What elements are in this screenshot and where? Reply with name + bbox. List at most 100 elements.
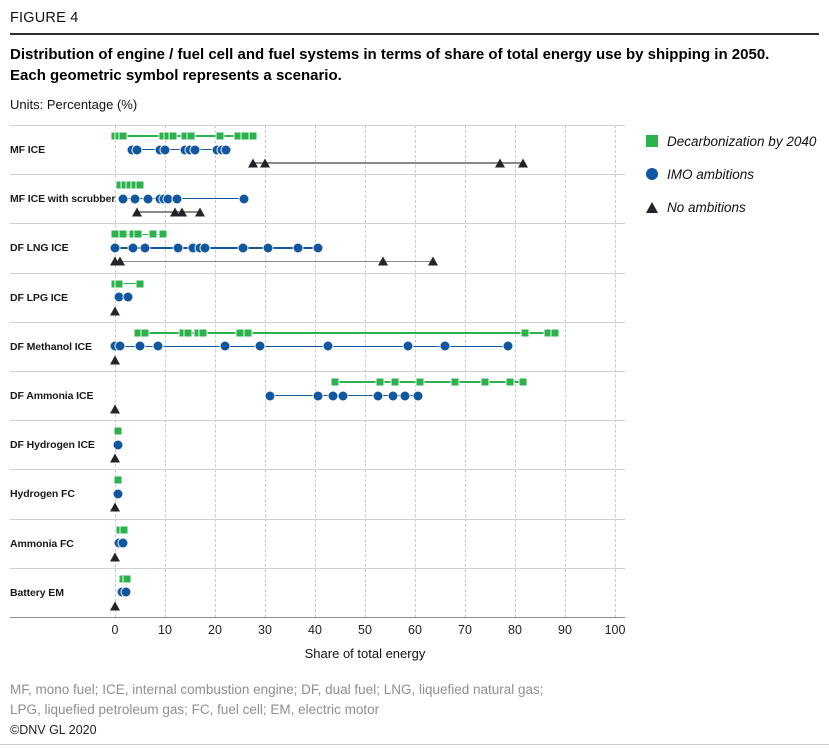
chart-row: DF LPG ICE	[10, 272, 625, 322]
chart-row: MF ICE with scrubber	[10, 174, 625, 223]
scenario-marker-square	[376, 378, 384, 386]
scenario-marker-square	[164, 132, 171, 140]
blue-circle-icon	[646, 168, 658, 180]
legend-item-decarbonization: Decarbonization by 2040	[646, 133, 816, 149]
x-tick-label: 80	[508, 623, 522, 637]
row-label: DF Ammonia ICE	[10, 390, 94, 403]
legend-label: IMO ambitions	[667, 166, 755, 182]
chart-row: Ammonia FC	[10, 518, 625, 568]
scenario-marker-circle	[373, 391, 382, 400]
scenario-marker-circle	[212, 145, 221, 154]
x-tick-label: 100	[604, 623, 626, 637]
scenario-marker-square	[119, 230, 126, 238]
scenario-marker-square	[121, 181, 129, 189]
scenario-marker-circle	[190, 145, 200, 154]
scenario-marker-circle	[293, 243, 302, 253]
scenario-marker-triangle	[195, 207, 205, 217]
legend: Decarbonization by 2040 IMO ambitions No…	[646, 133, 816, 232]
x-tick-label: 90	[558, 623, 572, 637]
scenario-marker-circle	[503, 341, 512, 351]
scenario-marker-circle	[113, 440, 122, 450]
scenario-marker-circle	[113, 489, 122, 499]
scenario-marker-circle	[110, 243, 120, 253]
figure-label: FIGURE 4	[10, 10, 79, 26]
scenario-marker-triangle	[427, 256, 438, 266]
scenario-marker-circle	[153, 341, 162, 351]
scenario-marker-circle	[313, 243, 322, 253]
scenario-marker-square	[244, 329, 251, 337]
scenario-marker-square	[451, 378, 459, 386]
scenario-marker-circle	[132, 145, 141, 154]
scenario-marker-square	[179, 329, 186, 337]
scenario-marker-circle	[160, 145, 170, 154]
row-label: DF Methanol ICE	[10, 340, 92, 353]
decarbonization_2040-range-line	[137, 332, 555, 334]
scenario-marker-circle	[221, 145, 231, 154]
scenario-marker-triangle	[377, 256, 388, 266]
x-tick-label: 0	[111, 623, 119, 637]
scenario-marker-circle	[127, 145, 136, 154]
black-triangle-icon	[646, 201, 658, 213]
green-square-icon	[646, 135, 658, 147]
scenario-marker-circle	[238, 243, 247, 253]
decarbonization_2040-range-line	[115, 282, 140, 285]
scenario-marker-circle	[118, 538, 128, 548]
row-label: DF LPG ICE	[10, 291, 68, 304]
row-label: DF LNG ICE	[10, 242, 69, 255]
scenario-marker-triangle	[110, 552, 120, 562]
scenario-marker-circle	[265, 391, 275, 400]
scatter-chart: MF ICE MF ICE with scrubber DF LNG ICE DF L…	[0, 125, 829, 617]
scenario-marker-square	[119, 132, 126, 140]
scenario-marker-square	[159, 132, 166, 140]
scenario-marker-triangle	[131, 207, 142, 217]
scenario-marker-square	[236, 329, 244, 337]
scenario-marker-square	[136, 280, 144, 288]
units-line: Units: Percentage (%)	[10, 97, 137, 112]
figure-title: Distribution of engine / fuel cell and f…	[10, 46, 770, 84]
row-label: Ammonia FC	[10, 537, 74, 550]
scenario-marker-triangle	[176, 207, 187, 217]
chart-row: DF Hydrogen ICE	[10, 420, 625, 469]
scenario-marker-square	[123, 575, 130, 583]
scenario-marker-square	[149, 230, 156, 238]
units-value: Percentage (%)	[46, 97, 138, 112]
scenario-marker-triangle	[110, 404, 120, 414]
scenario-marker-square	[134, 329, 141, 337]
scenario-marker-square	[391, 378, 399, 386]
scenario-marker-square	[241, 132, 249, 140]
no_ambitions-range-line	[115, 260, 433, 263]
scenario-marker-square	[544, 329, 551, 337]
scenario-marker-triangle	[110, 453, 120, 463]
legend-label: Decarbonization by 2040	[667, 133, 817, 149]
imo_ambitions-range-line	[131, 148, 226, 151]
scenario-marker-triangle	[170, 207, 180, 217]
scenario-marker-square	[551, 329, 559, 337]
scenario-marker-circle	[188, 243, 197, 253]
row-label: Hydrogen FC	[10, 488, 75, 501]
row-label: MF ICE	[10, 144, 45, 157]
scenario-marker-circle	[143, 194, 152, 204]
scenario-marker-square	[120, 526, 127, 534]
scenario-marker-square	[181, 132, 189, 140]
scenario-marker-circle	[173, 243, 182, 253]
no_ambitions-range-line	[136, 211, 200, 213]
scenario-marker-circle	[440, 341, 450, 351]
scenario-marker-triangle	[110, 502, 120, 512]
scenario-marker-circle	[328, 391, 337, 400]
scenario-marker-square	[521, 329, 529, 337]
scenario-marker-circle	[121, 587, 130, 597]
imo_ambitions-range-line	[122, 197, 244, 200]
bottom-rule	[0, 744, 829, 745]
scenario-marker-circle	[313, 391, 322, 400]
scenario-marker-circle	[185, 145, 195, 154]
scenario-marker-square	[136, 181, 144, 189]
scenario-marker-circle	[163, 194, 172, 204]
x-axis-title: Share of total energy	[304, 646, 426, 661]
scenario-marker-triangle	[110, 601, 120, 611]
scenario-marker-square	[216, 132, 224, 140]
x-tick-label: 30	[258, 623, 272, 637]
x-tick-label: 20	[208, 623, 222, 637]
scenario-marker-triangle	[110, 355, 120, 365]
chart-row: DF Methanol ICE	[10, 321, 625, 371]
